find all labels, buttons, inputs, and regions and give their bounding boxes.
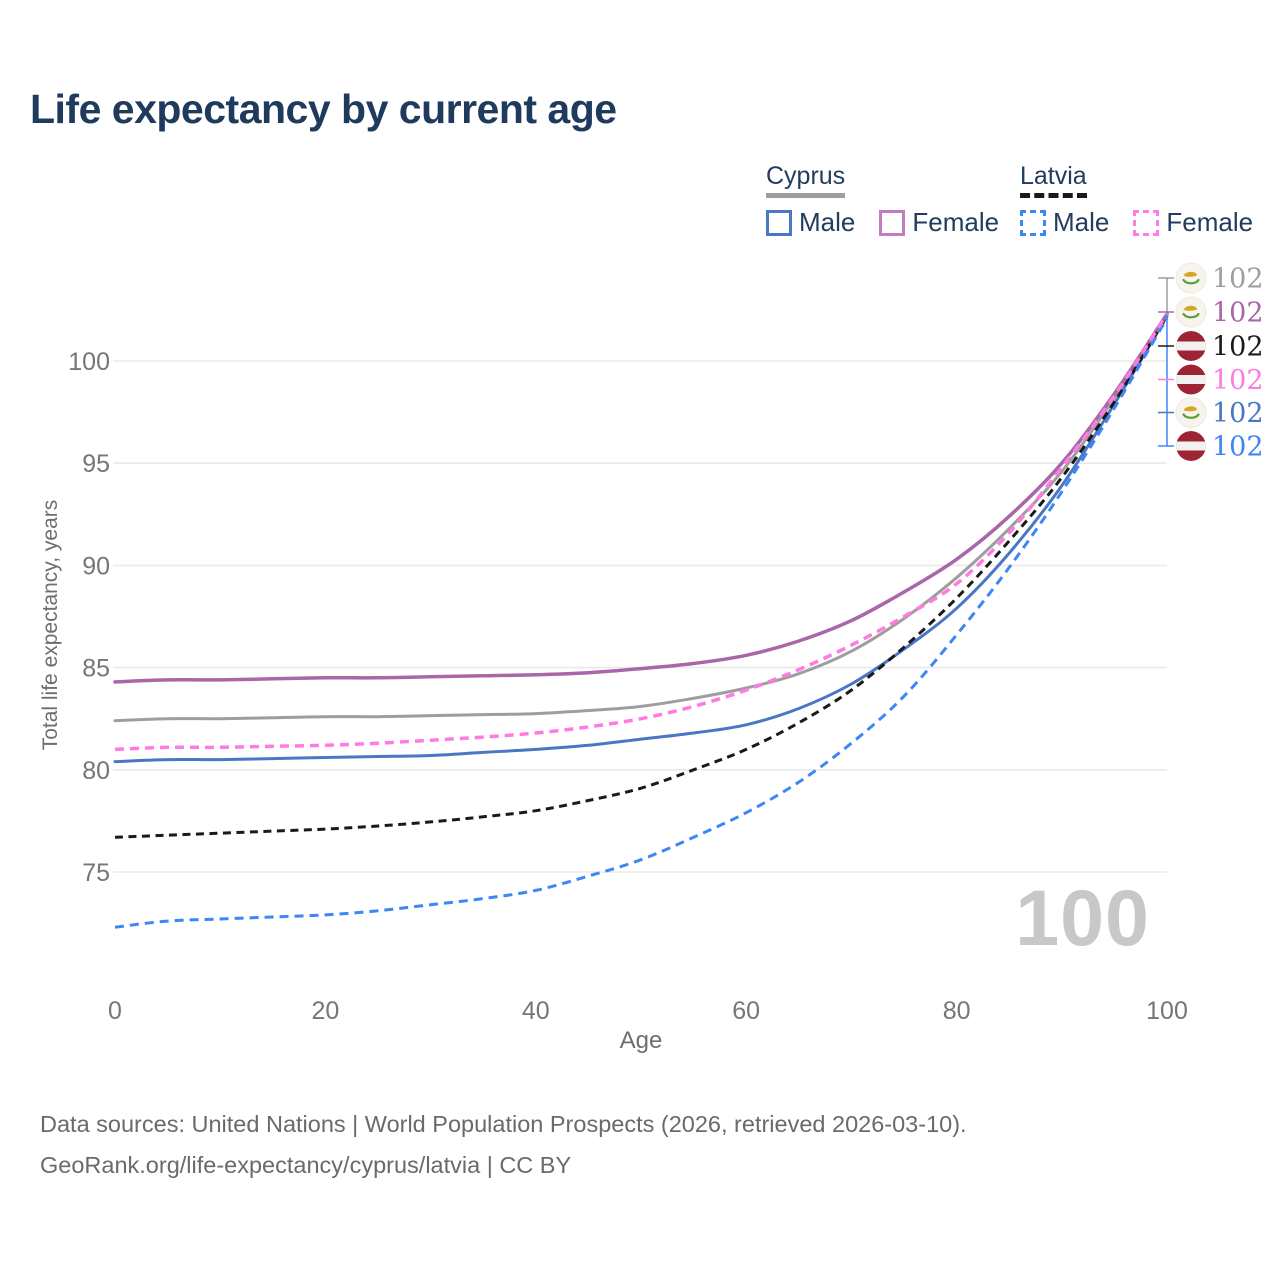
legend-item-latvia-male[interactable]: Male [1020, 207, 1109, 238]
series-line-latvia-female[interactable] [114, 313, 1169, 752]
x-tick-label: 100 [1146, 997, 1188, 1025]
x-tick-label: 0 [108, 997, 122, 1025]
end-value-label-latvia-male[interactable]: 102 [1212, 432, 1264, 463]
latvia-flag-icon [1176, 431, 1206, 461]
age-counter-watermark: 100 [1015, 873, 1150, 962]
y-tick-label: 75 [82, 859, 110, 887]
cyprus-flag-icon [1175, 397, 1207, 428]
legend-item-label: Male [1053, 207, 1110, 237]
legend-group-title-latvia: Latvia [1020, 162, 1087, 198]
legend-swatch-dashed [1133, 209, 1160, 236]
legend-item-label: Female [1166, 207, 1254, 237]
page-title: Life expectancy by current age [30, 86, 617, 132]
series-line-cyprus-both[interactable] [113, 312, 1169, 723]
x-tick-label: 60 [732, 997, 760, 1025]
series-line-cyprus-female[interactable] [113, 312, 1169, 684]
y-tick-label: 95 [82, 450, 110, 478]
end-value-label-latvia-both[interactable]: 102 [1212, 332, 1264, 363]
footer: Data sources: United Nations | World Pop… [40, 1104, 967, 1185]
cyprus-flag-icon [1175, 262, 1207, 294]
y-tick-label: 85 [82, 655, 110, 683]
legend-item-label: Female [912, 207, 1000, 237]
legend-item-cyprus-female[interactable]: Female [879, 207, 999, 238]
end-value-label-cyprus-female[interactable]: 102 [1212, 298, 1264, 329]
y-tick-label: 80 [82, 757, 110, 785]
y-axis-title: Total life expectancy, years [39, 499, 62, 751]
x-axis-title: Age [619, 1027, 663, 1054]
legend-item-cyprus-male[interactable]: Male [766, 207, 855, 238]
y-tick-label: 100 [68, 348, 110, 376]
legend-swatch-solid [879, 209, 906, 236]
y-tick-label: 90 [82, 552, 110, 580]
end-value-label-cyprus-both[interactable]: 102 [1212, 264, 1264, 295]
end-value-label-latvia-female[interactable]: 102 [1212, 365, 1264, 396]
series-line-cyprus-male[interactable] [113, 314, 1169, 764]
legend-group-title-cyprus: Cyprus [766, 162, 846, 198]
series-line-latvia-both[interactable] [114, 315, 1169, 839]
legend-swatch-dashed [1020, 209, 1046, 236]
latvia-flag-icon [1176, 331, 1206, 361]
legend-swatch-solid [766, 209, 792, 236]
legend-group-latvia: Latvia Male Female [1020, 162, 1253, 238]
latvia-flag-icon [1176, 364, 1206, 395]
x-tick-label: 40 [522, 997, 550, 1025]
end-value-label-cyprus-male[interactable]: 102 [1212, 398, 1264, 429]
legend-item-latvia-female[interactable]: Female [1133, 207, 1253, 238]
x-tick-label: 20 [311, 997, 339, 1025]
cyprus-flag-icon [1175, 296, 1207, 328]
footer-sources-line: Data sources: United Nations | World Pop… [40, 1111, 967, 1137]
series-line-latvia-male[interactable] [114, 317, 1169, 929]
footer-attribution-line: GeoRank.org/life-expectancy/cyprus/latvi… [40, 1151, 572, 1178]
x-tick-label: 80 [943, 997, 971, 1025]
legend-item-label: Male [799, 207, 856, 237]
legend-group-cyprus: Cyprus Male Female [766, 162, 999, 238]
